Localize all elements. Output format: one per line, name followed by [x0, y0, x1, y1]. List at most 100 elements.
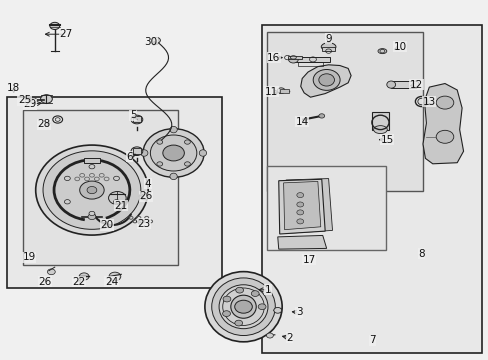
Ellipse shape	[318, 74, 334, 86]
Circle shape	[131, 115, 142, 124]
Text: 28: 28	[37, 119, 51, 129]
Text: 22: 22	[72, 276, 86, 287]
Circle shape	[41, 95, 52, 103]
Text: 26: 26	[38, 276, 52, 287]
Text: 26: 26	[139, 191, 152, 201]
Circle shape	[234, 320, 242, 326]
Ellipse shape	[373, 126, 386, 134]
Circle shape	[163, 145, 184, 161]
Ellipse shape	[141, 150, 147, 156]
Polygon shape	[277, 235, 326, 249]
Text: 6: 6	[126, 152, 133, 162]
Text: 27: 27	[59, 29, 73, 39]
Ellipse shape	[377, 49, 386, 54]
Circle shape	[157, 162, 163, 166]
Circle shape	[288, 56, 298, 63]
Text: 2: 2	[285, 333, 292, 343]
Circle shape	[296, 219, 303, 224]
Text: 13: 13	[422, 96, 435, 107]
Polygon shape	[278, 179, 325, 234]
Ellipse shape	[386, 81, 395, 88]
Text: 10: 10	[393, 42, 406, 52]
Circle shape	[139, 193, 149, 200]
Circle shape	[235, 287, 243, 293]
Ellipse shape	[43, 151, 141, 229]
Bar	[23, 110, 178, 265]
Text: 12: 12	[409, 80, 423, 90]
Text: 17: 17	[302, 255, 315, 265]
Circle shape	[266, 333, 273, 338]
Ellipse shape	[36, 145, 148, 235]
Ellipse shape	[142, 129, 204, 177]
Circle shape	[318, 114, 324, 118]
Text: 8: 8	[417, 249, 424, 259]
Text: 30: 30	[144, 37, 157, 48]
Circle shape	[108, 192, 126, 204]
Ellipse shape	[321, 43, 335, 51]
Bar	[7, 97, 222, 288]
Ellipse shape	[199, 150, 206, 156]
Ellipse shape	[290, 56, 296, 59]
Circle shape	[89, 211, 95, 216]
Circle shape	[435, 96, 453, 109]
Circle shape	[64, 199, 70, 204]
Ellipse shape	[219, 285, 267, 329]
Circle shape	[251, 291, 259, 296]
Circle shape	[109, 272, 121, 281]
Text: 15: 15	[380, 135, 393, 145]
Bar	[371, 112, 388, 130]
Text: 1: 1	[264, 285, 271, 295]
Bar	[321, 47, 335, 51]
Circle shape	[273, 307, 281, 313]
Text: 7: 7	[368, 335, 375, 345]
Text: 20: 20	[100, 220, 113, 230]
Circle shape	[64, 176, 70, 181]
Bar	[133, 116, 141, 122]
Circle shape	[258, 304, 265, 310]
Ellipse shape	[411, 81, 418, 88]
Circle shape	[80, 181, 104, 199]
Bar	[266, 32, 422, 191]
Circle shape	[296, 210, 303, 215]
Circle shape	[157, 140, 163, 144]
Circle shape	[47, 269, 55, 275]
Circle shape	[296, 202, 303, 207]
Text: 25: 25	[18, 95, 31, 105]
Text: 4: 4	[144, 179, 151, 189]
Circle shape	[50, 22, 60, 30]
Circle shape	[131, 147, 142, 156]
Circle shape	[234, 300, 252, 313]
Bar	[133, 148, 141, 154]
Circle shape	[87, 186, 97, 194]
Ellipse shape	[230, 295, 256, 318]
Circle shape	[184, 162, 190, 166]
Text: 16: 16	[266, 53, 280, 63]
Circle shape	[184, 140, 190, 144]
Text: 21: 21	[114, 201, 128, 211]
Text: 19: 19	[22, 252, 36, 262]
Circle shape	[113, 199, 119, 204]
Polygon shape	[283, 181, 320, 230]
Text: 3: 3	[295, 307, 302, 318]
Text: 24: 24	[104, 276, 118, 287]
Bar	[261, 25, 481, 353]
Circle shape	[223, 296, 230, 302]
Polygon shape	[300, 65, 350, 97]
Polygon shape	[285, 179, 332, 233]
Bar	[287, 56, 302, 59]
Polygon shape	[422, 84, 463, 164]
Bar	[390, 81, 415, 88]
Ellipse shape	[150, 135, 196, 171]
Bar	[293, 57, 329, 62]
Text: 11: 11	[264, 87, 278, 97]
Bar	[84, 158, 100, 163]
Circle shape	[435, 130, 453, 143]
Bar	[266, 166, 386, 250]
Ellipse shape	[170, 126, 177, 133]
Text: 14: 14	[295, 117, 308, 127]
Circle shape	[277, 88, 285, 94]
Circle shape	[296, 193, 303, 198]
Bar	[298, 62, 322, 66]
Text: 23: 23	[137, 219, 151, 229]
Circle shape	[79, 273, 89, 280]
